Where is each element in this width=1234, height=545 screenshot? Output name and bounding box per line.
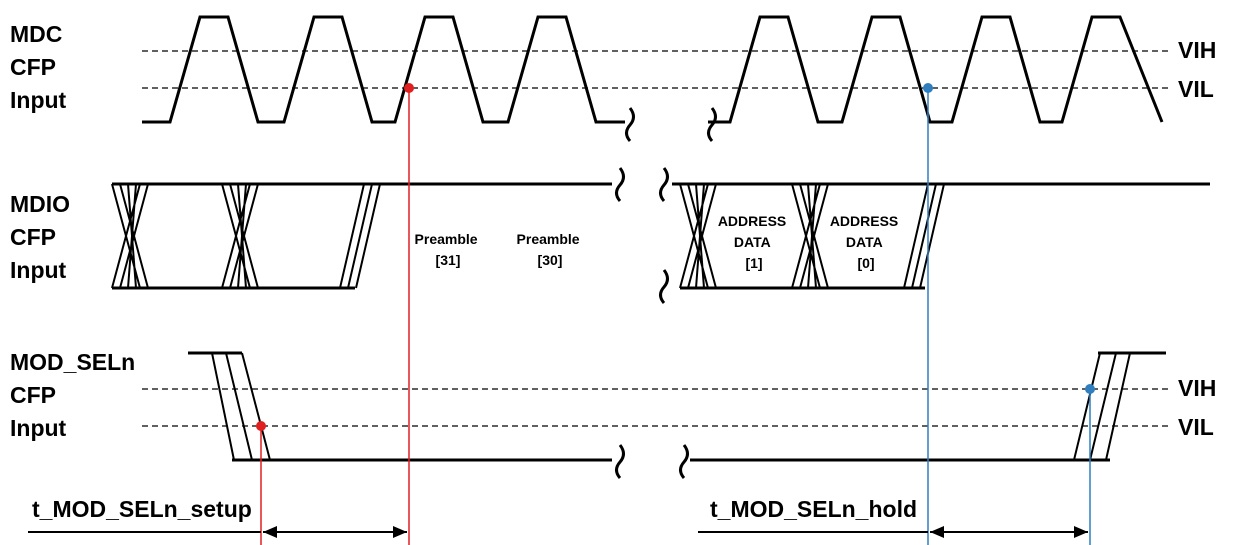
setup-arrow-right-icon [393, 526, 407, 538]
hold-modsel-dot [1085, 384, 1095, 394]
mdio-label: MDIO CFP Input [10, 191, 76, 283]
mdc-label: MDC CFP Input [10, 21, 69, 113]
modsel-group: MOD_SELn CFP Input VIH VIL [10, 349, 1216, 479]
setup-arrow-left-icon [263, 526, 277, 538]
address-data-0-line-2: DATA [846, 234, 883, 250]
preamble-31-line-1: Preamble [415, 231, 478, 247]
modsel-label-line-2: CFP [10, 382, 56, 408]
address-data-0-line-1: ADDRESS [830, 213, 898, 229]
modsel-break-mark-right [679, 444, 689, 479]
setup-mdc-dot [404, 83, 414, 93]
preamble-31-label: Preamble [31] [415, 231, 482, 268]
preamble-30-line-2: [30] [538, 252, 563, 268]
hold-timing-label: t_MOD_SELn_hold [710, 496, 917, 522]
mdc-label-line-1: MDC [10, 21, 62, 47]
modsel-vih-label: VIH [1178, 375, 1216, 401]
mdio-break-mark-top-right [659, 167, 669, 202]
setup-annotation: t_MOD_SELn_setup [28, 496, 407, 538]
preamble-30-line-1: Preamble [517, 231, 580, 247]
mdc-vih-label: VIH [1178, 37, 1216, 63]
modsel-rising-bundle [1073, 352, 1131, 461]
mdc-waveform-left [142, 15, 625, 124]
mdio-label-line-3: Input [10, 257, 67, 283]
mdio-break-mark-top-left [615, 167, 625, 202]
mdc-vil-label: VIL [1178, 76, 1214, 102]
hold-arrow-left-icon [930, 526, 944, 538]
address-data-0-line-3: [0] [857, 255, 874, 271]
address-data-1-line-3: [1] [745, 255, 762, 271]
mdio-transition-6 [903, 183, 945, 289]
mdio-label-line-1: MDIO [10, 191, 70, 217]
preamble-30-label: Preamble [30] [517, 231, 584, 268]
hold-marker [923, 83, 1095, 545]
mdio-group: MDIO CFP Input Preamble [31] Preamble [3… [10, 167, 1210, 304]
modsel-break-mark-left [615, 444, 625, 479]
modsel-label-line-1: MOD_SELn [10, 349, 135, 375]
address-data-1-label: ADDRESS DATA [1] [718, 213, 790, 271]
mdio-crossing-5 [791, 183, 829, 289]
mdio-crossing-1 [111, 183, 149, 289]
mdc-group: MDC CFP Input VIH VIL [10, 15, 1216, 142]
mdc-break-mark-left [625, 107, 635, 142]
setup-marker [256, 83, 414, 545]
modsel-label: MOD_SELn CFP Input [10, 349, 142, 441]
address-data-1-line-1: ADDRESS [718, 213, 786, 229]
mdio-crossing-2 [221, 183, 259, 289]
setup-modsel-dot [256, 421, 266, 431]
mdc-label-line-2: CFP [10, 54, 56, 80]
mdc-break-mark-right [707, 107, 717, 142]
preamble-31-line-2: [31] [436, 252, 461, 268]
mdio-transition-3 [339, 183, 381, 289]
modsel-falling-bundle [211, 352, 271, 461]
mdio-label-line-2: CFP [10, 224, 56, 250]
address-data-0-label: ADDRESS DATA [0] [830, 213, 902, 271]
modsel-label-line-3: Input [10, 415, 67, 441]
mdio-crossing-4 [679, 183, 717, 289]
modsel-vil-label: VIL [1178, 414, 1214, 440]
hold-mdc-dot [923, 83, 933, 93]
mdc-label-line-3: Input [10, 87, 67, 113]
mdc-waveform-right [708, 15, 1164, 124]
hold-arrow-right-icon [1074, 526, 1088, 538]
hold-annotation: t_MOD_SELn_hold [698, 496, 1088, 538]
setup-timing-label: t_MOD_SELn_setup [32, 496, 252, 522]
address-data-1-line-2: DATA [734, 234, 771, 250]
mdio-break-mark-bottom [659, 269, 669, 304]
